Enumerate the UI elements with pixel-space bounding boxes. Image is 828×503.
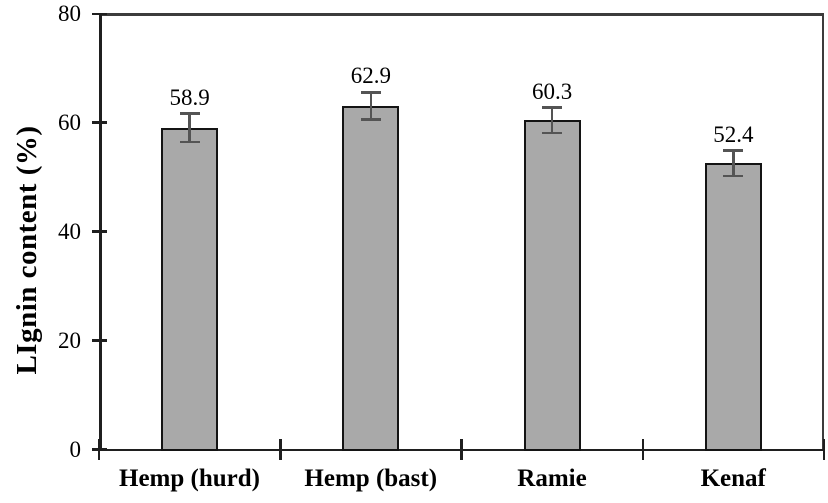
error-bar-line bbox=[369, 92, 373, 120]
bar-hemp-bast bbox=[342, 106, 400, 451]
x-axis-tick bbox=[822, 439, 826, 460]
error-bar-cap bbox=[542, 106, 563, 109]
x-axis-tick bbox=[279, 439, 282, 460]
plot-area: 0 20 40 60 80 58.9 Hemp (hurd) 62.9 Hemp (bast)… bbox=[58, 1, 826, 492]
y-axis-tick bbox=[92, 12, 107, 15]
x-axis-tick bbox=[97, 439, 101, 460]
y-axis-tick bbox=[92, 339, 107, 342]
bar-value-label: 60.3 bbox=[532, 78, 573, 104]
x-axis-category-label: Hemp (bast) bbox=[304, 465, 438, 492]
error-bar-line bbox=[550, 107, 554, 133]
plot-frame-top bbox=[99, 13, 824, 16]
bar-value-label: 62.9 bbox=[350, 63, 391, 89]
x-axis-category-label: Hemp (hurd) bbox=[119, 465, 260, 492]
error-bar-cap bbox=[179, 140, 200, 144]
x-axis-tick bbox=[641, 439, 644, 460]
error-bar-cap bbox=[360, 118, 381, 121]
y-axis-tick-label: 80 bbox=[58, 1, 81, 26]
x-axis-category-label: Ramie bbox=[517, 465, 587, 492]
bar-value-label: 52.4 bbox=[713, 121, 754, 147]
y-axis-tick-label: 60 bbox=[58, 109, 81, 135]
y-axis-tick bbox=[92, 121, 107, 124]
bar-kenaf bbox=[704, 163, 762, 451]
error-bar-cap bbox=[179, 112, 200, 115]
x-axis-category-label: Kenaf bbox=[700, 465, 766, 492]
error-bar-line bbox=[732, 150, 735, 176]
x-axis-tick bbox=[460, 439, 463, 460]
y-axis-title: LIgnin content (%) bbox=[11, 125, 43, 375]
error-bar-line bbox=[188, 113, 191, 142]
error-bar-cap bbox=[360, 91, 381, 94]
bar-value-label: 58.9 bbox=[169, 84, 210, 110]
bar-hemp-hurd bbox=[161, 127, 219, 451]
plot-frame-right bbox=[821, 13, 824, 451]
error-bar-cap bbox=[723, 174, 744, 178]
y-axis-tick-label: 20 bbox=[58, 327, 81, 353]
y-axis-tick-label: 40 bbox=[58, 218, 81, 244]
error-bar-cap bbox=[542, 131, 563, 134]
bar-ramie bbox=[523, 120, 581, 451]
y-axis-tick-label: 0 bbox=[69, 436, 82, 462]
error-bar-cap bbox=[723, 149, 744, 152]
y-axis-tick bbox=[92, 230, 107, 233]
